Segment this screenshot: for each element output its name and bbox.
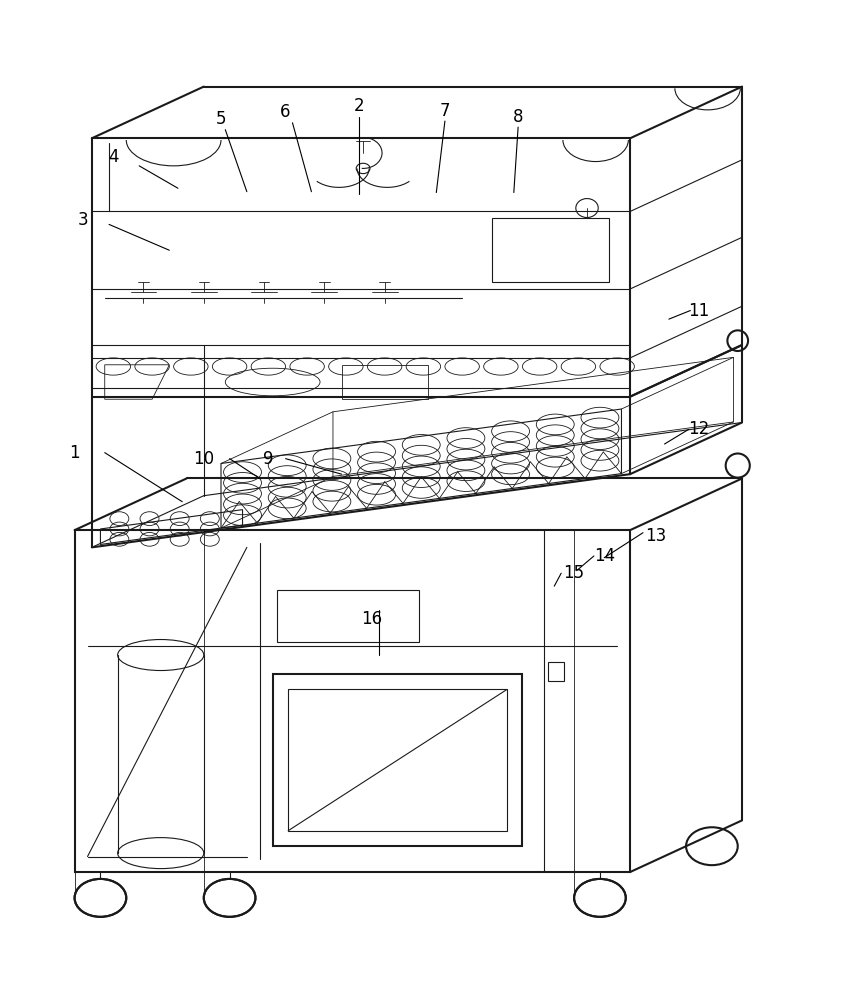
Text: 9: 9: [264, 450, 274, 468]
Text: 14: 14: [594, 547, 615, 565]
Text: 16: 16: [361, 610, 382, 628]
Bar: [289, 689, 507, 831]
Bar: [273, 674, 523, 846]
Text: 3: 3: [78, 211, 88, 229]
Bar: [341, 365, 428, 399]
Text: 10: 10: [194, 450, 214, 468]
Bar: [277, 590, 419, 642]
Text: 8: 8: [513, 108, 524, 126]
Text: 13: 13: [645, 527, 666, 545]
Text: 12: 12: [689, 420, 709, 438]
Bar: [549, 662, 564, 681]
Text: 11: 11: [689, 302, 709, 320]
Text: 4: 4: [108, 148, 118, 166]
Text: 2: 2: [353, 97, 364, 115]
Bar: [74, 530, 630, 872]
Text: 1: 1: [69, 444, 79, 462]
Text: 5: 5: [216, 110, 226, 128]
Text: 6: 6: [280, 103, 291, 121]
Text: 7: 7: [440, 102, 450, 120]
Text: 15: 15: [563, 564, 585, 582]
Bar: [492, 218, 608, 282]
